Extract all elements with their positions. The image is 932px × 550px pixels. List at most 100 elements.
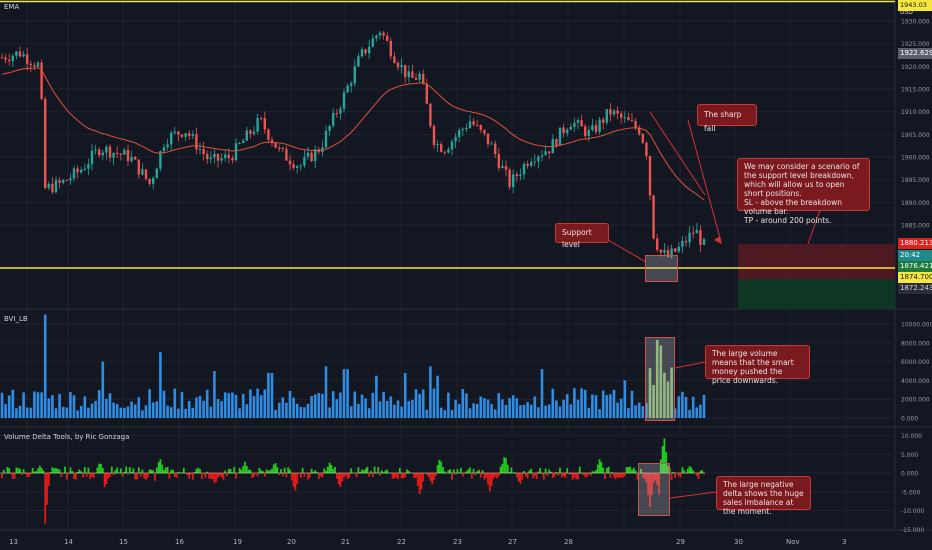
candle-body [166, 144, 169, 148]
candle-body [522, 163, 526, 175]
delta-bar [564, 473, 567, 478]
candle-body [674, 248, 677, 252]
volume-bar [479, 396, 483, 418]
candle-body [94, 149, 97, 151]
volume-bar [699, 404, 702, 418]
delta-bar [481, 470, 484, 474]
delta-bar [163, 469, 165, 474]
delta-bar [425, 473, 428, 476]
candle-body [324, 130, 328, 148]
delta-bar [600, 462, 603, 474]
volume-bar [231, 392, 234, 418]
candle-body [116, 152, 119, 154]
candle-body [162, 147, 166, 152]
volume-bar [166, 405, 169, 418]
candle-body [224, 154, 227, 159]
time-axis-label: 3 [842, 538, 846, 546]
delta-bar [83, 466, 86, 474]
candle-body [540, 155, 544, 157]
volume-bar [159, 352, 162, 418]
delta-bar [222, 473, 225, 480]
delta-bar [299, 473, 302, 479]
candle-body [288, 160, 292, 165]
arrow-head [714, 236, 722, 244]
volume-bar [184, 408, 187, 418]
delta-indicator-label[interactable]: Volume Delta Tools, by Ric Gonzaga [4, 433, 130, 441]
delta-highlight-box [638, 463, 670, 516]
volume-bar [51, 395, 54, 418]
delta-bar [658, 473, 660, 495]
candle-body [213, 153, 216, 158]
delta-bar [209, 473, 212, 480]
price-tag-time: 20:42 [898, 250, 932, 261]
candle-body [11, 55, 14, 62]
callout-support-level[interactable]: Support level [555, 223, 609, 249]
volume-bar [220, 401, 223, 418]
delta-bar [119, 468, 122, 474]
candle-body [198, 148, 202, 150]
delta-bar [191, 473, 194, 480]
delta-bar [136, 473, 138, 480]
volume-bar [583, 389, 587, 418]
candle-body [270, 139, 274, 144]
candle-body [152, 178, 155, 184]
volume-bar [691, 396, 695, 418]
delta-bar [582, 473, 585, 476]
delta-tick-label: 0.000 [901, 471, 918, 478]
candle-body [54, 180, 58, 193]
delta-bar [58, 469, 61, 474]
callout-volume[interactable]: The large volume means that the smart mo… [705, 345, 810, 385]
candle-body [458, 130, 461, 137]
delta-bar [78, 469, 81, 474]
volume-bar [357, 403, 360, 418]
volume-bar [652, 384, 655, 418]
delta-bar [13, 473, 16, 479]
volume-bar [540, 369, 544, 418]
candle-body [443, 151, 446, 153]
candle-body [364, 49, 367, 54]
delta-bar [566, 468, 569, 474]
ema-indicator-label[interactable]: EMA [4, 3, 20, 11]
volume-bar [594, 395, 598, 418]
volume-bar [238, 408, 241, 418]
volume-bar [515, 398, 519, 418]
volume-bar [364, 398, 367, 418]
delta-bar [269, 469, 272, 474]
delta-bar [517, 473, 520, 482]
candle-body [508, 169, 511, 188]
volume-bar [126, 406, 130, 418]
volume-bar [443, 410, 447, 418]
volume-bar [695, 407, 699, 418]
volume-bar [209, 406, 213, 418]
bvi-indicator-label[interactable]: BVI_LB [4, 315, 28, 323]
candle-body [350, 83, 353, 86]
volume-bar [234, 394, 238, 418]
delta-bar [524, 473, 527, 477]
delta-bar [695, 473, 698, 477]
volume-bar [598, 409, 601, 418]
delta-bar [562, 473, 565, 477]
volume-bar [151, 402, 155, 418]
volume-bar [472, 403, 475, 418]
delta-bar [472, 469, 475, 474]
volume-bar [133, 404, 137, 418]
candle-body [180, 134, 184, 137]
volume-bar [537, 407, 540, 418]
volume-bar [612, 389, 616, 418]
candle-body [558, 127, 562, 146]
candle-body [299, 165, 302, 167]
volume-bar [173, 388, 177, 418]
callout-delta[interactable]: The large negative delta shows the huge … [716, 476, 811, 516]
delta-bar [690, 467, 693, 474]
price-tag-green: 1876.421 [898, 261, 932, 272]
delta-bar [667, 465, 669, 474]
delta-bar [101, 468, 104, 474]
volume-bar [169, 407, 173, 418]
delta-bar [452, 469, 455, 474]
delta-bar [530, 468, 533, 474]
delta-bar [593, 471, 596, 474]
callout-sharp-fall[interactable]: The sharp fall [697, 104, 757, 133]
callout-scenario[interactable]: We may consider a scenario of the suppor… [737, 158, 870, 225]
support-pointer-line [607, 239, 647, 263]
